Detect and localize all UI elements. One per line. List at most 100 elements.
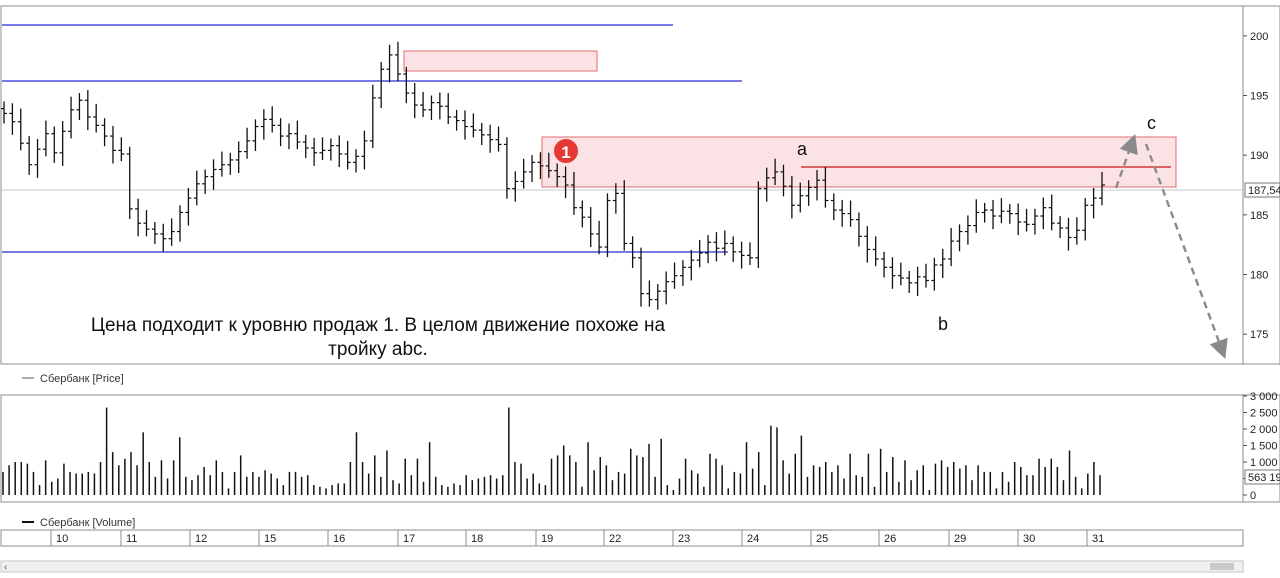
ohlc-bar [42,120,49,157]
scroll-left-icon[interactable]: ‹ [4,562,7,573]
date-axis-label: 19 [541,533,553,545]
ohlc-bar [1,101,7,124]
ohlc-bar [604,193,611,258]
ohlc-bar [596,220,603,255]
ohlc-bar [956,224,963,252]
ohlc-bar [1090,187,1097,219]
ohlc-bar [654,284,661,310]
ohlc-bar [621,180,628,251]
date-axis-label: 26 [884,533,896,545]
ohlc-bar [1015,203,1022,236]
date-axis: 10 11 12 15 16 17 18 19 22 23 24 25 26 29 30 31 [50,530,1104,546]
ohlc-bar [151,221,158,245]
ohlc-bar [864,226,871,263]
date-axis-label: 25 [816,533,828,545]
ohlc-bar [386,44,393,83]
ohlc-bar [822,167,829,208]
volume-series [2,407,1101,495]
volume-badge: 563 19 [1248,472,1280,484]
ohlc-bar [168,218,175,246]
ohlc-bar [964,215,971,245]
ohlc-bar [436,92,443,120]
ohlc-bar [51,126,58,163]
ohlc-bar [671,262,678,289]
date-axis-label: 15 [264,533,276,545]
ohlc-bar [453,109,460,131]
ohlc-bar [93,103,100,133]
ohlc-bar [881,251,888,278]
ohlc-bar [872,236,879,267]
ohlc-bar [369,84,376,149]
ohlc-bar [160,223,167,252]
volume-panel-frame [0,394,1244,503]
ohlc-bar [755,181,762,268]
ohlc-bar [1048,194,1055,231]
ohlc-bar [797,182,804,213]
ohlc-bar [537,152,544,180]
ohlc-bar [679,260,686,286]
date-axis-label: 30 [1023,533,1035,545]
ohlc-bar [461,110,468,140]
horizontal-scrollbar[interactable] [0,560,1244,573]
sell-zone-1 [541,136,1177,188]
ohlc-bar [1082,198,1089,241]
ohlc-bar [26,136,33,175]
ohlc-bar [302,134,309,159]
projection-arrow-down [1144,143,1228,360]
date-axis-label: 12 [195,533,207,545]
ohlc-bar [503,137,510,199]
ohlc-bar [990,199,997,230]
date-axis-label: 11 [126,533,137,545]
ohlc-bar [319,137,326,160]
ohlc-bar [285,123,292,150]
ohlc-bar [235,141,242,174]
ohlc-bar [109,125,116,164]
ohlc-bar [922,263,929,288]
date-axis-label: 16 [333,533,345,545]
price-axis: 175 180 185 190 195 200 [1243,31,1268,341]
ohlc-bar [445,93,452,125]
price-legend: Сбербанк [Price] [40,373,124,385]
ohlc-bar [529,155,536,183]
ohlc-bar [478,122,485,146]
ohlc-bar [244,127,251,159]
price-axis-label: 180 [1250,270,1268,282]
ohlc-bar [101,118,108,147]
scrollbar-thumb[interactable] [1210,563,1234,570]
ohlc-bar [177,205,184,242]
ohlc-bar [420,91,427,117]
date-axis-label: 29 [954,533,966,545]
ohlc-bar [68,96,75,139]
ohlc-bar [772,158,779,185]
ohlc-bar [587,207,594,248]
ohlc-bar [738,241,745,269]
price-axis-label: 175 [1250,329,1268,341]
ohlc-bar [344,140,351,170]
volume-axis-label: 3 000 [1250,391,1278,403]
price-axis-label: 185 [1250,210,1268,222]
ohlc-bar [1031,208,1038,235]
price-badge-box [1244,182,1280,198]
ohlc-bar [403,66,410,104]
ohlc-bar [202,169,209,194]
ohlc-bar [218,151,225,177]
ohlc-bar [830,193,837,221]
wave-label-c: c [1147,113,1156,133]
volume-legend: Сбербанк [Volume] [40,517,135,529]
ohlc-bar [227,152,234,175]
ohlc-bar [378,62,385,109]
date-axis-label: 10 [56,533,68,545]
wave-label-b: b [938,314,948,334]
ohlc-bar [638,247,645,307]
ohlc-bar [252,119,259,151]
ohlc-bar [17,108,24,151]
ohlc-bar [847,200,854,227]
ohlc-bar [76,93,83,120]
ohlc-bar [411,82,418,119]
ohlc-bar [1099,171,1105,206]
ohlc-bar [998,198,1005,224]
volume-axis-label: 2 000 [1250,424,1278,436]
ohlc-bar [84,90,91,131]
ohlc-bar [143,210,150,237]
ohlc-bar [1023,208,1030,232]
